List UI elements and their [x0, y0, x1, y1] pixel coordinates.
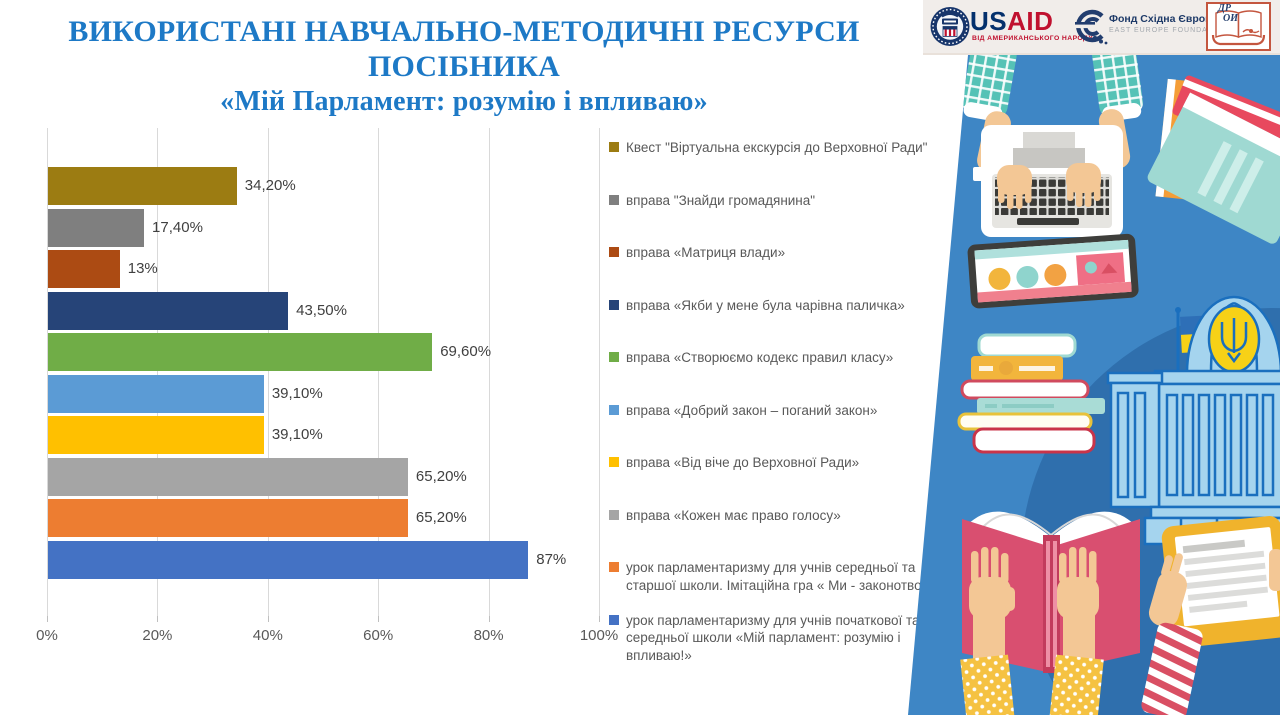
open-book-hands-icon — [960, 511, 1140, 715]
legend-item-1: Квест "Віртуальна екскурсія до Верховної… — [609, 139, 959, 157]
legend-label-10: урок парламентаризму для учнів початково… — [626, 612, 920, 663]
legend-item-3: вправа «Матриця влади» — [609, 244, 959, 262]
legend-swatch-2 — [609, 194, 619, 205]
legend-item-7: вправа «Від віче до Верховної Ради» — [609, 454, 959, 472]
gridline-0% — [47, 128, 48, 616]
bar-5 — [48, 333, 433, 371]
bar-value-label-2: 17,40% — [152, 218, 203, 236]
bar-2 — [48, 208, 145, 247]
title-line-1: ВИКОРИСТАНІ НАВЧАЛЬНО-МЕТОДИЧНІ РЕСУРСИ — [68, 15, 860, 48]
legend-swatch-1 — [609, 142, 619, 152]
x-axis-label-60%: 60% — [363, 627, 394, 644]
legend-label-5: вправа «Створюємо кодекс правил класу» — [626, 350, 894, 365]
bar-value-label-3: 13% — [127, 260, 158, 277]
bar-value-label-6: 39,10% — [271, 384, 323, 402]
bar-value-label-5: 69,60% — [440, 343, 492, 360]
legend-swatch-6 — [609, 404, 619, 415]
x-axis-label-100%: 100% — [579, 627, 619, 644]
bar-10 — [48, 540, 529, 579]
legend-swatch-4 — [609, 299, 619, 310]
bar-value-label-9: 65,20% — [415, 509, 467, 526]
usaid-tagline: ВІД АМЕРИКАНСЬКОГО НАРОДУ — [972, 35, 1093, 42]
laptop-typing-icon — [961, 55, 1144, 237]
legend-label-3: вправа «Матриця влади» — [626, 245, 786, 260]
illustration — [908, 55, 1280, 715]
bar-value-label-10: 87% — [536, 550, 567, 568]
book-logo-script-text: ДР ОИ — [1218, 3, 1238, 24]
tilted-books-icon — [1147, 75, 1280, 244]
axis-tick-60% — [378, 616, 380, 622]
usaid-word-aid: AID — [1007, 6, 1054, 36]
book-stack-icon — [957, 333, 1105, 454]
eef-name-ukrainian: Фонд Східна Європа — [1109, 13, 1218, 25]
legend-label-2: вправа "Знайди громадянина" — [626, 192, 816, 208]
title-line-2: ПОСІБНИКА — [367, 50, 561, 83]
usaid-seal-icon — [930, 7, 970, 46]
legend-swatch-7 — [609, 457, 619, 467]
legend-item-10: урок парламентаризму для учнів початково… — [609, 612, 959, 665]
axis-tick-40% — [267, 616, 269, 622]
axis-tick-0% — [47, 616, 48, 622]
bar-8 — [48, 457, 408, 496]
x-axis-label-0%: 0% — [36, 627, 58, 644]
title-line-3: «Мій Парламент: розумію і впливаю» — [220, 86, 708, 117]
legend-item-9: урок парламентаризму для учнів середньої… — [609, 559, 959, 594]
legend-label-8: вправа «Кожен має право голосу» — [626, 507, 841, 523]
legend-swatch-10 — [609, 614, 619, 625]
gridline-40% — [267, 128, 269, 616]
legend-label-9: урок парламентаризму для учнів середньої… — [626, 560, 948, 593]
x-axis-label-20%: 20% — [142, 627, 173, 644]
east-europe-foundation-icon — [1073, 9, 1108, 45]
x-axis-label-40%: 40% — [252, 627, 283, 644]
legend-swatch-5 — [609, 352, 619, 362]
bar-9 — [48, 499, 408, 537]
usaid-wordmark: USAID — [970, 6, 1053, 37]
legend-label-6: вправа «Добрий закон – поганий закон» — [626, 402, 878, 418]
bar-value-label-1: 34,20% — [244, 177, 296, 194]
ereader-hand-icon — [1141, 516, 1280, 715]
open-book-logo-icon — [1206, 2, 1271, 51]
legend-item-5: вправа «Створюємо кодекс правил класу» — [609, 349, 959, 367]
bar-value-label-8: 65,20% — [415, 467, 467, 485]
axis-tick-100% — [599, 616, 600, 622]
legend-item-8: вправа «Кожен має право голосу» — [609, 507, 959, 525]
gridline-60% — [378, 128, 380, 616]
bar-3 — [48, 250, 120, 288]
usaid-word-us: US — [970, 6, 1008, 36]
bar-6 — [48, 374, 264, 413]
legend-label-1: Квест "Віртуальна екскурсія до Верховної… — [626, 140, 928, 155]
bar-value-label-7: 39,10% — [271, 426, 323, 443]
legend-label-4: вправа «Якби у мене була чарівна паличка… — [626, 297, 905, 313]
axis-tick-80% — [488, 616, 490, 622]
bar-chart: 0% 20% 40% 60% 80% 100% 34,20% 17,40% 13% 43,50% 6… — [36, 128, 619, 644]
bar-value-label-4: 43,50% — [296, 301, 347, 319]
x-axis-label-80%: 80% — [473, 627, 504, 644]
gridline-80% — [488, 128, 490, 616]
legend-item-4: вправа «Якби у мене була чарівна паличка… — [609, 297, 959, 315]
gridline-20% — [157, 128, 159, 616]
slide-title: ВИКОРИСТАНІ НАВЧАЛЬНО-МЕТОДИЧНІ РЕСУРСИ … — [8, 14, 920, 119]
legend-label-7: вправа «Від віче до Верховної Ради» — [626, 455, 860, 470]
gridline-100% — [599, 128, 600, 616]
legend-item-6: вправа «Добрий закон – поганий закон» — [609, 402, 959, 420]
bar-4 — [48, 291, 289, 330]
axis-tick-20% — [157, 616, 159, 622]
tablet-dashboard-icon — [967, 233, 1139, 309]
legend-swatch-9 — [609, 562, 619, 572]
bar-1 — [48, 167, 237, 205]
logo-strip: USAID ВІД АМЕРИКАНСЬКОГО НАРОДУ Фонд Схі… — [923, 0, 1280, 55]
legend-swatch-3 — [609, 247, 619, 257]
legend-item-2: вправа "Знайди громадянина" — [609, 192, 959, 210]
legend-swatch-8 — [609, 509, 619, 520]
eef-name-english: EAST EUROPE FOUNDATION — [1109, 27, 1228, 34]
bar-7 — [48, 416, 264, 454]
